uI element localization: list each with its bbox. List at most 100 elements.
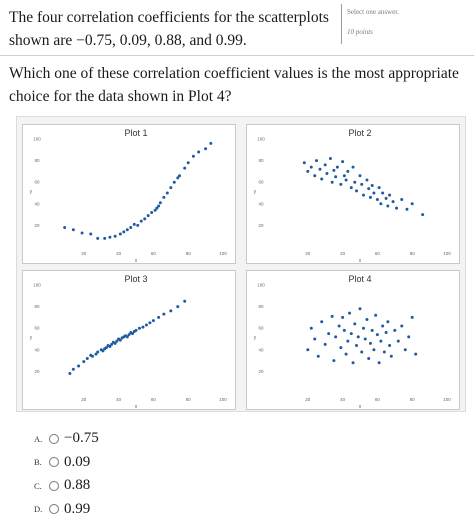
data-point bbox=[405, 207, 409, 211]
data-point bbox=[315, 159, 318, 163]
x-tick-label: 100 bbox=[219, 251, 227, 256]
data-point bbox=[63, 226, 67, 230]
data-point bbox=[127, 333, 131, 337]
x-tick-label: 40 bbox=[340, 251, 346, 256]
data-point bbox=[191, 154, 195, 158]
data-point bbox=[344, 178, 348, 182]
y-axis-label: y bbox=[30, 335, 33, 341]
y-tick-label: 80 bbox=[258, 304, 264, 309]
x-axis-label: x bbox=[359, 404, 362, 410]
answer-options: A. −0.75 B. 0.09 C. 0.88 D. 0.99 bbox=[34, 428, 234, 522]
data-point bbox=[80, 231, 84, 235]
data-point bbox=[155, 206, 159, 210]
data-point bbox=[204, 147, 208, 151]
data-point bbox=[372, 191, 376, 195]
data-point bbox=[358, 174, 362, 178]
x-tick-label: 100 bbox=[443, 397, 451, 402]
data-point bbox=[309, 326, 313, 330]
option-value[interactable]: 0.99 bbox=[64, 500, 91, 517]
y-tick-label: 80 bbox=[34, 158, 40, 163]
data-point bbox=[125, 335, 129, 339]
x-tick-label: 60 bbox=[375, 251, 381, 256]
data-point bbox=[349, 332, 353, 336]
data-point bbox=[403, 348, 407, 352]
data-point bbox=[103, 236, 107, 240]
data-point bbox=[313, 174, 317, 178]
option-value[interactable]: −0.75 bbox=[64, 430, 99, 446]
data-point bbox=[143, 217, 147, 221]
x-tick-label: 60 bbox=[375, 397, 381, 402]
data-point bbox=[339, 346, 343, 350]
option-a-radio[interactable] bbox=[49, 433, 59, 444]
option-a[interactable]: A. −0.75 bbox=[34, 428, 234, 449]
option-d-radio[interactable] bbox=[49, 504, 59, 514]
data-point bbox=[108, 235, 112, 239]
option-letter: C. bbox=[34, 480, 42, 491]
y-tick-label: 20 bbox=[34, 223, 40, 228]
data-point bbox=[113, 234, 117, 238]
option-letter: B. bbox=[34, 457, 42, 467]
x-tick-label: 60 bbox=[151, 397, 157, 402]
y-tick-label: 80 bbox=[34, 304, 40, 309]
y-tick-label: 80 bbox=[258, 158, 264, 163]
data-point bbox=[131, 332, 135, 336]
data-point bbox=[393, 328, 397, 332]
data-point bbox=[332, 359, 336, 363]
data-point bbox=[146, 214, 150, 218]
data-point bbox=[150, 210, 154, 214]
data-point bbox=[68, 372, 72, 376]
option-b[interactable]: B. 0.09 bbox=[34, 452, 234, 473]
data-point bbox=[400, 324, 404, 328]
data-point bbox=[346, 169, 350, 173]
option-b-radio[interactable] bbox=[49, 457, 59, 467]
data-point bbox=[183, 166, 187, 170]
y-tick-label: 100 bbox=[33, 137, 41, 142]
plot-1-chart: Plot 1 100 80 60 40 20 20 40 60 80 100 x y bbox=[30, 128, 227, 263]
data-point bbox=[375, 333, 379, 337]
data-point bbox=[77, 364, 81, 368]
x-tick-label: 80 bbox=[410, 397, 416, 402]
data-point bbox=[388, 343, 392, 347]
x-tick-label: 40 bbox=[340, 397, 346, 402]
data-point bbox=[360, 350, 364, 354]
plot-title: Plot 1 bbox=[124, 128, 147, 138]
data-point bbox=[372, 348, 376, 352]
y-axis-label: y bbox=[30, 189, 33, 195]
data-point bbox=[172, 180, 176, 184]
option-value[interactable]: 0.88 bbox=[64, 477, 91, 493]
data-point bbox=[353, 180, 357, 184]
x-tick-label: 20 bbox=[81, 251, 87, 256]
plot-title: Plot 3 bbox=[124, 274, 147, 284]
plot-2-chart: Plot 2 100 80 60 40 20 20 40 60 80 100 x y bbox=[254, 128, 451, 263]
data-point bbox=[71, 228, 75, 232]
data-point bbox=[349, 186, 353, 190]
data-point bbox=[410, 315, 414, 319]
data-point bbox=[367, 356, 371, 360]
data-point bbox=[158, 201, 162, 205]
option-c-radio[interactable] bbox=[49, 480, 59, 491]
y-tick-label: 40 bbox=[34, 201, 40, 206]
data-point bbox=[348, 311, 352, 315]
data-point bbox=[85, 356, 89, 360]
data-point bbox=[108, 345, 112, 349]
data-point bbox=[96, 350, 100, 354]
option-value[interactable]: 0.09 bbox=[64, 453, 91, 470]
data-point bbox=[334, 335, 338, 339]
data-point bbox=[132, 222, 136, 226]
data-point bbox=[71, 367, 75, 371]
x-axis-label: x bbox=[135, 404, 138, 410]
question-prompt: Which one of these correlation coefficie… bbox=[9, 65, 459, 105]
option-d[interactable]: D. 0.99 bbox=[34, 499, 234, 520]
y-tick-label: 40 bbox=[258, 201, 264, 206]
plot-4-chart: Plot 4 100 80 60 40 20 20 40 60 80 100 x y bbox=[254, 274, 451, 410]
question-intro: The four correlation coefficients for th… bbox=[9, 9, 329, 49]
y-tick-label: 20 bbox=[258, 369, 264, 374]
points-label: 10 points bbox=[347, 28, 373, 36]
option-c[interactable]: C. 0.88 bbox=[34, 475, 234, 496]
data-point bbox=[370, 183, 374, 187]
data-point bbox=[377, 186, 381, 190]
data-point bbox=[389, 354, 393, 358]
data-point bbox=[183, 299, 187, 303]
data-point bbox=[113, 341, 117, 345]
data-point bbox=[379, 202, 383, 206]
